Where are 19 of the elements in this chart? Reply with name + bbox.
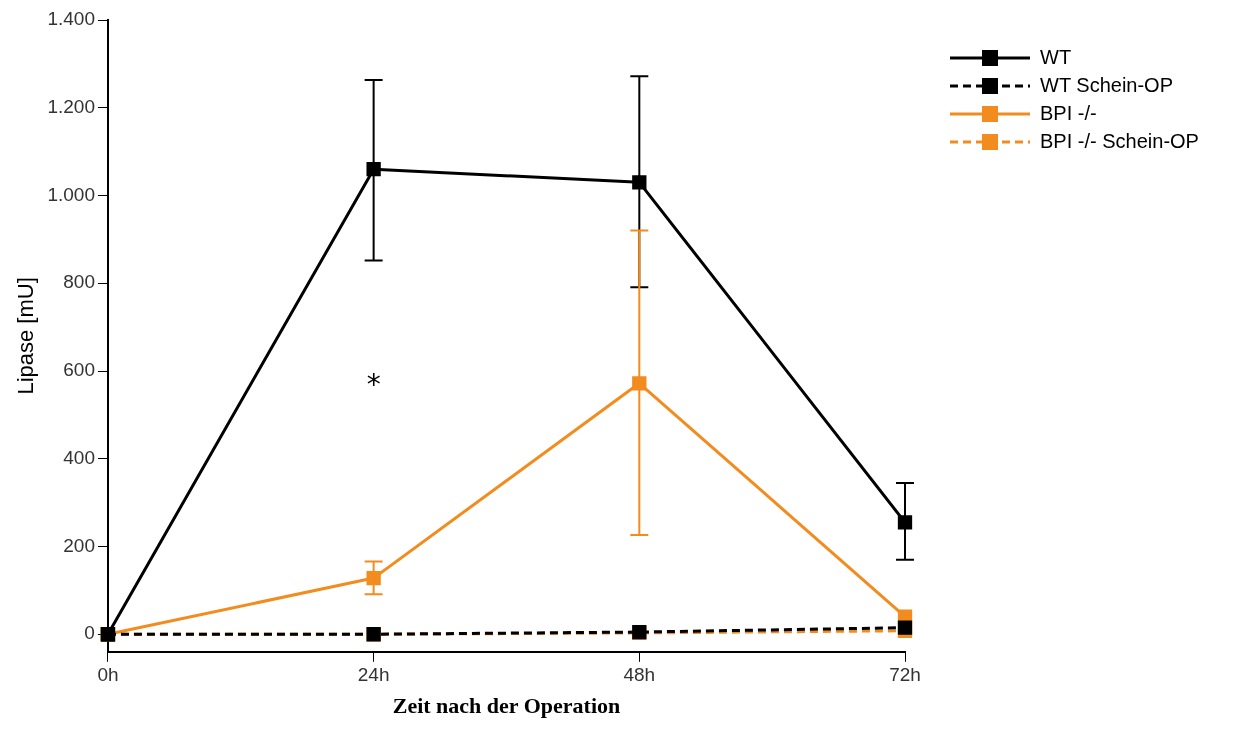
y-axis-title: Lipase [mU] [13,277,39,395]
x-tick-label: 48h [623,664,656,686]
annotation: * [366,367,381,401]
y-tick-label: 400 [63,446,95,468]
x-tick-label: 72h [889,664,921,686]
legend-label: WT Schein-OP [1040,73,1173,96]
x-tick-label: 0h [97,664,119,686]
y-tick-label: 800 [63,271,95,293]
legend-label: BPI -/- Schein-OP [1040,129,1199,152]
x-tick-label: 24h [357,664,390,686]
legend-label: BPI -/- [1040,101,1097,124]
legend-label: WT [1040,45,1072,68]
y-tick-label: 200 [63,534,95,556]
y-tick-label: 0 [84,622,95,644]
y-tick-label: 1.400 [47,8,95,30]
y-tick-label: 600 [63,359,95,381]
y-tick-label: 1.000 [47,183,95,205]
x-axis-title: Zeit nach der Operation [392,693,621,719]
y-tick-label: 1.200 [47,95,95,117]
